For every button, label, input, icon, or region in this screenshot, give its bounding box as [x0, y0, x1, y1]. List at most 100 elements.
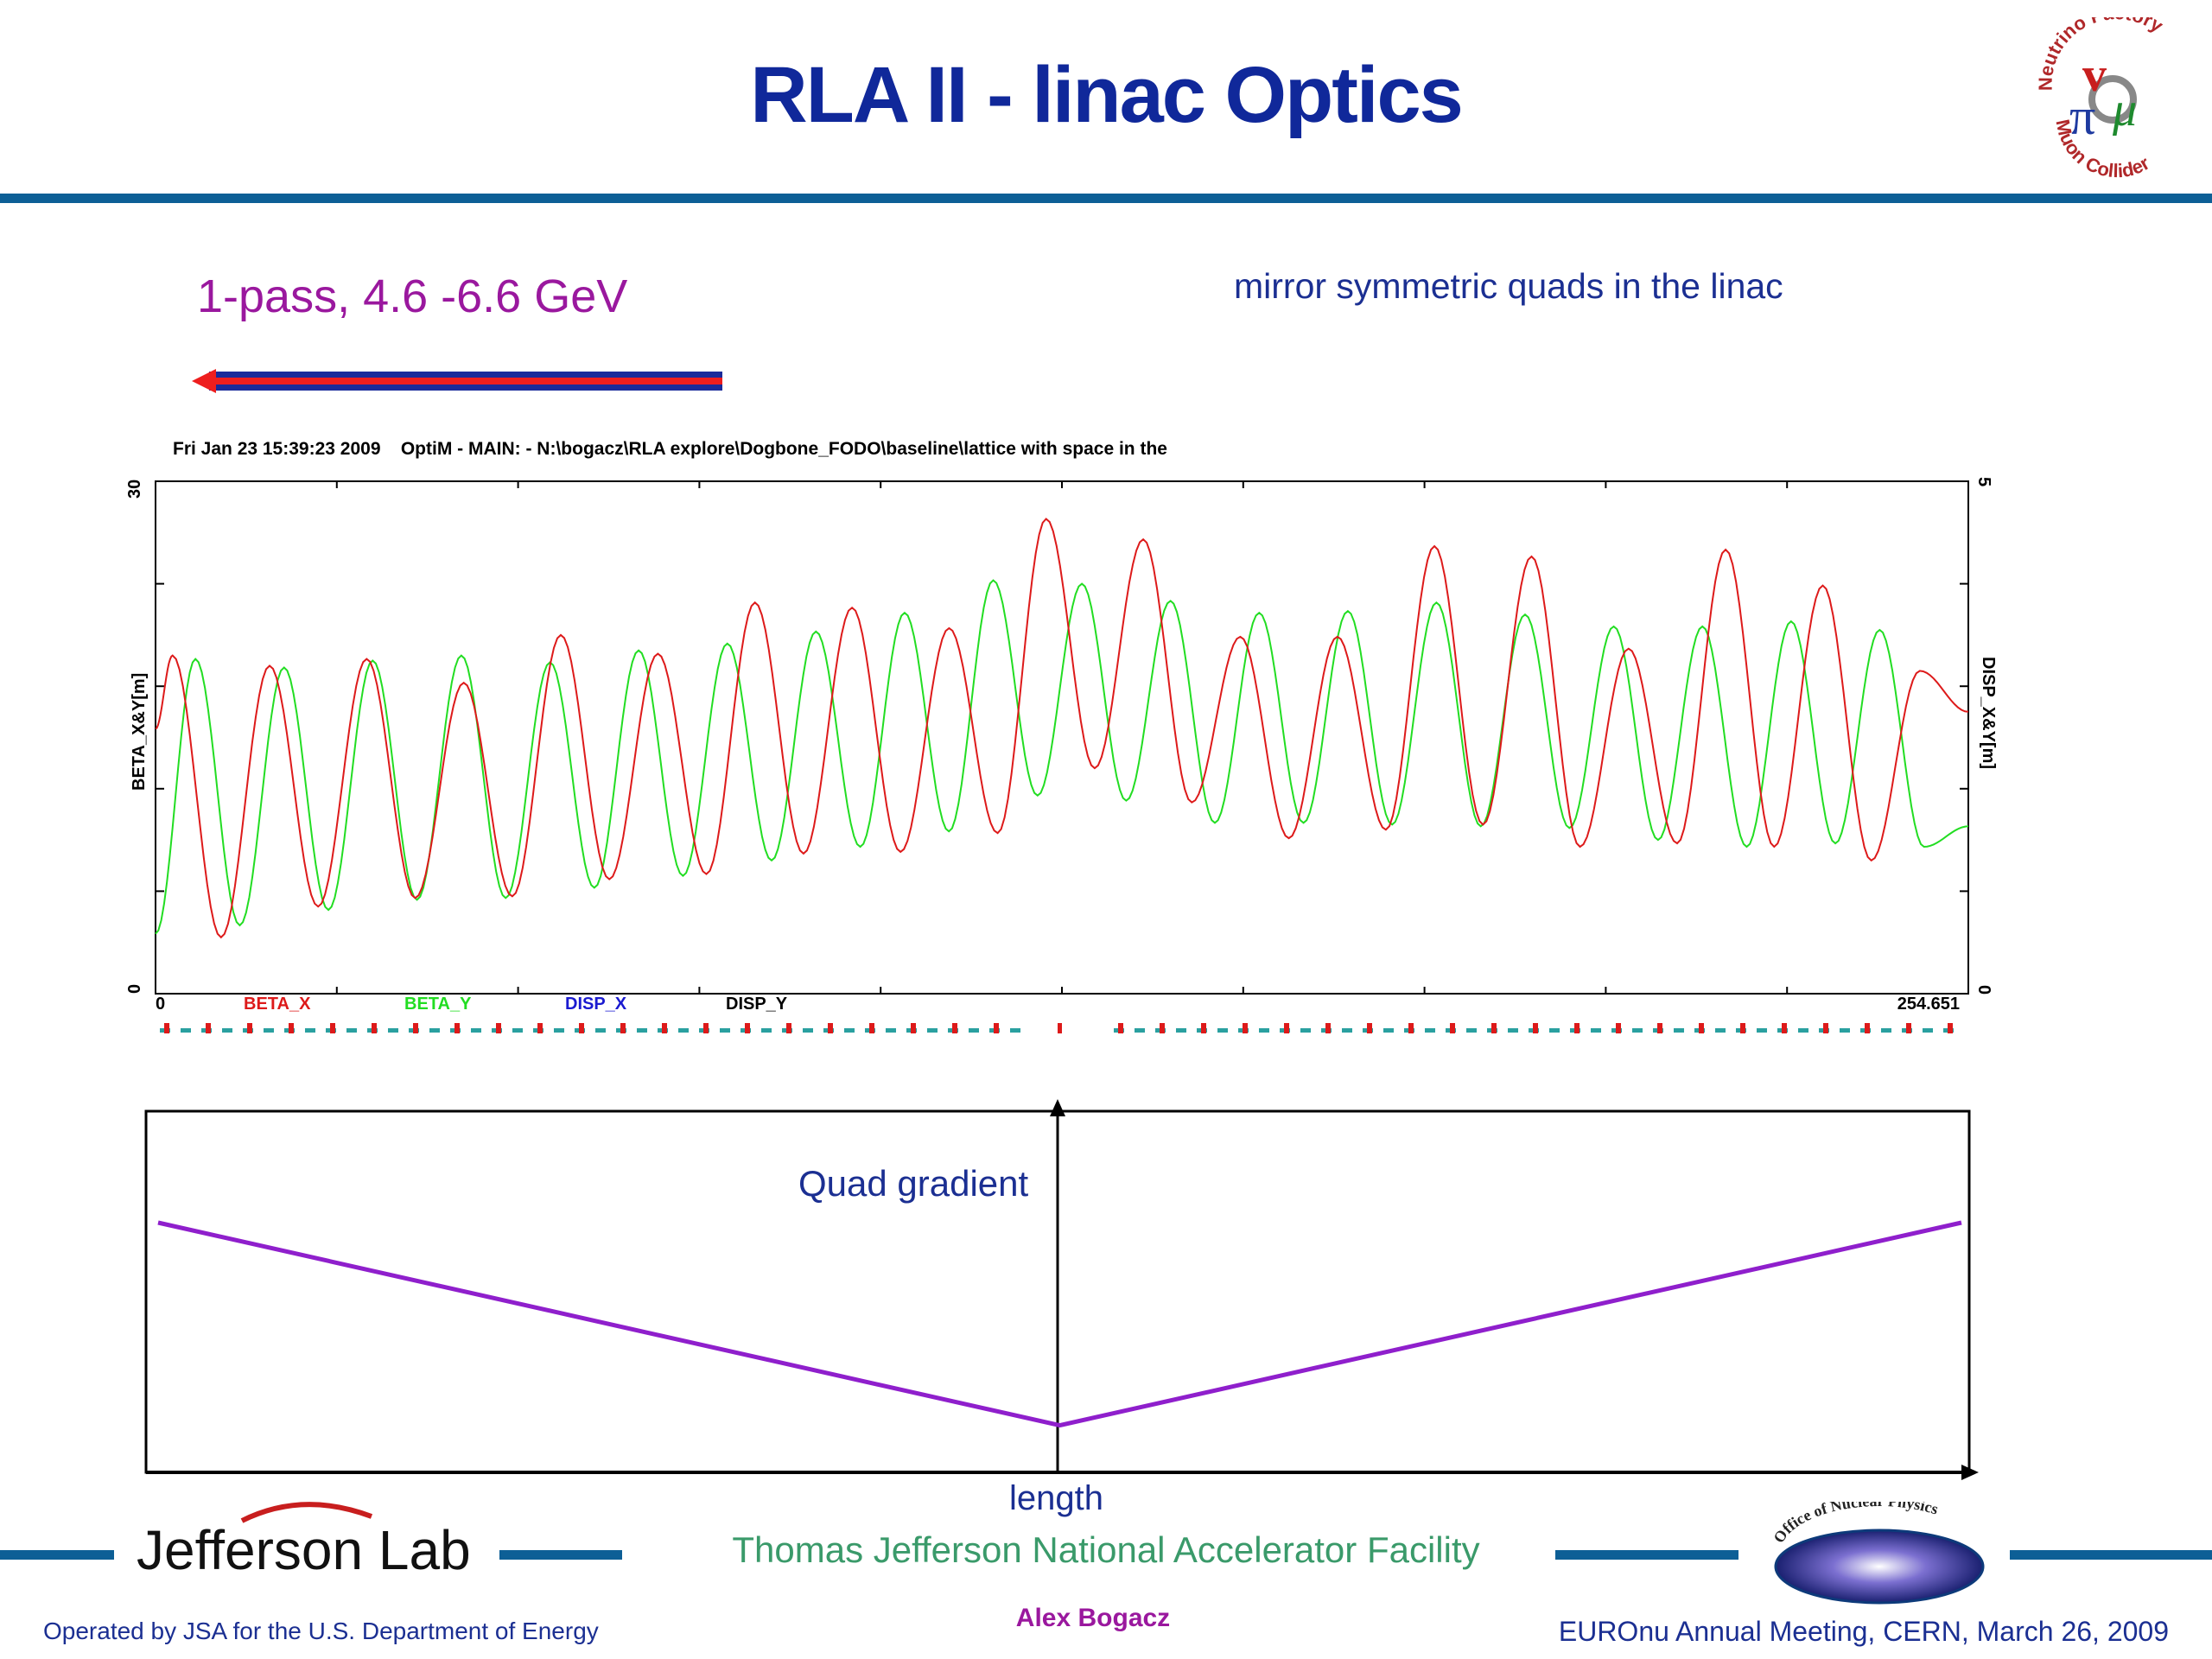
lattice-drift — [1217, 1028, 1228, 1033]
lattice-quad — [164, 1023, 169, 1033]
lattice-quad — [703, 1023, 709, 1033]
top-rule — [0, 194, 2212, 203]
y-tick-left-max: 30 — [125, 480, 144, 499]
lattice-drift — [1632, 1028, 1643, 1033]
lattice-drift — [305, 1028, 315, 1033]
lattice-drift — [1010, 1028, 1020, 1033]
lattice-quad-center — [1058, 1023, 1062, 1033]
lattice-quad — [496, 1023, 501, 1033]
legend-disp-y: DISP_Y — [726, 995, 788, 1014]
lattice-quad — [620, 1023, 626, 1033]
lattice-drift — [1508, 1028, 1518, 1033]
footer-bar-left-2 — [499, 1550, 622, 1560]
lattice-quad — [537, 1023, 543, 1033]
lattice-drift — [1135, 1028, 1145, 1033]
lattice-drift — [1342, 1028, 1352, 1033]
jefferson-lab-logo: Jefferson Lab — [137, 1502, 471, 1581]
lattice-quad — [1491, 1023, 1497, 1033]
lattice-drift — [1715, 1028, 1726, 1033]
lattice-drift — [1674, 1028, 1684, 1033]
lattice-drift — [1591, 1028, 1601, 1033]
footer-bar-right — [1555, 1550, 1738, 1560]
lattice-drift — [429, 1028, 440, 1033]
lattice-drift — [222, 1028, 232, 1033]
gradient-x-arrow-head — [1961, 1465, 1979, 1480]
legend-beta-x: BETA_X — [244, 995, 311, 1014]
lattice-quad — [1782, 1023, 1787, 1033]
direction-arrow — [192, 369, 722, 393]
office-of-nuclear-physics-logo: Office of Nuclear Physics — [1770, 1502, 1985, 1605]
operated-by-note: Operated by JSA for the U.S. Department … — [43, 1618, 599, 1644]
lattice-drift — [761, 1028, 772, 1033]
y-tick-left-min: 0 — [125, 984, 144, 994]
y-tick-right-min: 0 — [1974, 985, 1993, 995]
lattice-drift — [803, 1028, 813, 1033]
series-beta-y-line — [155, 579, 1969, 935]
lattice-drift — [1881, 1028, 1891, 1033]
lattice-drift — [1300, 1028, 1311, 1033]
author-name: Alex Bogacz — [1015, 1604, 1171, 1632]
footer-bar-right-2 — [2010, 1550, 2212, 1560]
svg-text:Jefferson Lab: Jefferson Lab — [137, 1519, 471, 1581]
lattice-drift — [1425, 1028, 1435, 1033]
lattice-quad — [994, 1023, 999, 1033]
lattice-quad — [1201, 1023, 1206, 1033]
lattice-drift — [1466, 1028, 1477, 1033]
lattice-quad — [330, 1023, 335, 1033]
lattice-quad — [454, 1023, 460, 1033]
lattice-drift — [720, 1028, 730, 1033]
lattice-quad — [1906, 1023, 1911, 1033]
lattice-quad — [1740, 1023, 1745, 1033]
lattice-quad — [1948, 1023, 1953, 1033]
lattice-quad — [1118, 1023, 1123, 1033]
lattice-quad — [1450, 1023, 1455, 1033]
lattice-quad — [1284, 1023, 1289, 1033]
lattice-quad — [206, 1023, 211, 1033]
lattice-quad — [1865, 1023, 1870, 1033]
lattice-drift — [1757, 1028, 1767, 1033]
lattice-drift — [264, 1028, 274, 1033]
lattice-drift — [1923, 1028, 1933, 1033]
lattice-quad — [1408, 1023, 1414, 1033]
lattice-drift — [844, 1028, 855, 1033]
svg-text:μ: μ — [2112, 83, 2137, 137]
lattice-quad — [745, 1023, 750, 1033]
axis-ticks — [156, 481, 1968, 994]
lattice-quad — [1533, 1023, 1538, 1033]
lattice-quad — [1699, 1023, 1704, 1033]
lattice-drift — [678, 1028, 689, 1033]
lattice-quad — [289, 1023, 294, 1033]
lattice-quad — [662, 1023, 667, 1033]
legend-disp-x: DISP_X — [565, 995, 627, 1014]
lattice-quad — [1823, 1023, 1828, 1033]
legend-beta-y: BETA_Y — [404, 995, 472, 1014]
lattice-drift — [346, 1028, 357, 1033]
lattice-quad — [247, 1023, 252, 1033]
optics-chart: 0 30 0 5 0 254.651 BETA_X BETA_Y DISP_X … — [125, 477, 1993, 1033]
lattice-quad — [413, 1023, 418, 1033]
lattice-quad — [1243, 1023, 1248, 1033]
lattice-quad — [869, 1023, 874, 1033]
lattice-drift — [1383, 1028, 1394, 1033]
series-beta-x-line — [155, 518, 1969, 939]
lattice-drift — [886, 1028, 896, 1033]
lattice-drift — [927, 1028, 938, 1033]
slide-title: RLA II - linac Optics — [750, 51, 1464, 139]
lattice-quad — [952, 1023, 957, 1033]
facility-name: Thomas Jefferson National Accelerator Fa… — [732, 1529, 1480, 1570]
mirror-note: mirror symmetric quads in the linac — [1234, 266, 1783, 306]
lattice-drift — [554, 1028, 564, 1033]
quad-gradient-label: Quad gradient — [798, 1163, 1029, 1204]
lattice-quad — [372, 1023, 377, 1033]
lattice-drift — [388, 1028, 398, 1033]
x-tick-min: 0 — [156, 995, 165, 1014]
lattice-drift — [595, 1028, 606, 1033]
lattice-quad — [1367, 1023, 1372, 1033]
lattice-drift — [1840, 1028, 1850, 1033]
lattice-drift — [1549, 1028, 1560, 1033]
lattice-element-bar — [160, 1023, 1954, 1033]
lattice-drift — [471, 1028, 481, 1033]
lattice-drift — [637, 1028, 647, 1033]
lattice-quad — [1574, 1023, 1580, 1033]
lattice-quad — [911, 1023, 916, 1033]
